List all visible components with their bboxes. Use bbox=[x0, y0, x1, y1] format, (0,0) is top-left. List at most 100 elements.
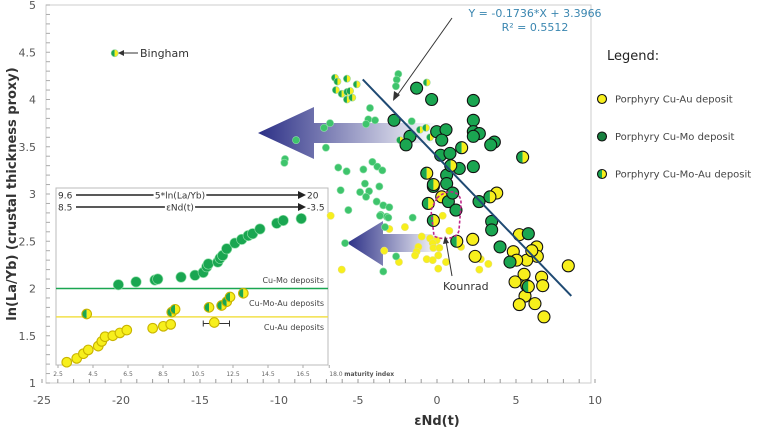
marker-circle bbox=[121, 324, 133, 336]
inset-point-cu-mo bbox=[152, 273, 164, 285]
marker-circle bbox=[449, 203, 463, 217]
kounrad-label: Kounrad bbox=[443, 280, 489, 293]
inset-cu-mo-au-label: Cu-Mo-Au deposits bbox=[249, 299, 324, 308]
data-point-cu-mo bbox=[368, 157, 377, 166]
data-point-cu-mo bbox=[371, 116, 379, 125]
marker-circle bbox=[366, 104, 374, 112]
marker-circle bbox=[379, 267, 388, 276]
marker-half-yellow bbox=[450, 159, 457, 172]
marker-circle bbox=[292, 136, 300, 145]
inset-cu-au-label: Cu-Au deposits bbox=[264, 323, 324, 332]
inset-point-cu-au bbox=[82, 344, 94, 356]
inset-x-tick-label: 4.5 bbox=[88, 371, 98, 378]
marker-outline bbox=[426, 213, 440, 228]
marker-half-green bbox=[332, 86, 336, 94]
marker-circle bbox=[82, 344, 94, 356]
marker-outline bbox=[516, 150, 530, 164]
data-point-cu-mo bbox=[493, 240, 507, 254]
data-point-cu-mo-au bbox=[516, 150, 530, 164]
marker-outline bbox=[348, 93, 357, 102]
data-point-cu-mo bbox=[376, 211, 384, 220]
marker-outline bbox=[455, 141, 469, 155]
data-point-cu-mo bbox=[521, 227, 535, 241]
data-point-cu-au bbox=[561, 259, 575, 273]
data-point-cu-au bbox=[537, 310, 551, 324]
marker-circle bbox=[254, 223, 266, 235]
inset-point-cu-au bbox=[61, 356, 73, 368]
inset-scale-arrowhead bbox=[298, 203, 306, 211]
marker-circle bbox=[384, 213, 393, 222]
data-point-cu-au bbox=[536, 279, 550, 293]
inset-x-tick-label: 16.5 bbox=[296, 371, 310, 378]
marker-circle bbox=[385, 203, 394, 212]
inset-point-cu-au bbox=[208, 317, 220, 328]
data-point-cu-mo bbox=[466, 160, 480, 174]
marker-circle bbox=[152, 273, 164, 285]
marker-half-green bbox=[516, 151, 523, 164]
inset-scale-label: 5*ln(La/Yb) bbox=[155, 192, 205, 202]
data-point-cu-mo bbox=[387, 113, 401, 127]
marker-circle bbox=[410, 81, 424, 95]
data-point-cu-mo-au bbox=[348, 93, 357, 102]
marker-half-green bbox=[338, 90, 342, 98]
x-tick-label: 10 bbox=[588, 394, 602, 407]
data-point-cu-mo-au bbox=[110, 49, 119, 58]
marker-circle bbox=[484, 138, 498, 152]
data-point-cu-au bbox=[435, 243, 444, 252]
marker-circle bbox=[475, 265, 484, 274]
legend-entry-cu-mo-au: Porphyry Cu-Mo-Au deposit bbox=[615, 170, 751, 181]
data-point-cu-mo bbox=[381, 223, 389, 231]
data-point-cu-mo-au bbox=[333, 77, 342, 86]
marker-half-yellow bbox=[426, 167, 433, 180]
y-axis-label: ln(La/Yb) (crustal thickness proxy) bbox=[5, 67, 20, 320]
inset-x-tick-label: 14.5 bbox=[261, 371, 275, 378]
marker-circle bbox=[356, 188, 364, 197]
marker-half-green bbox=[111, 49, 115, 57]
data-point-cu-au bbox=[475, 265, 484, 274]
marker-circle bbox=[425, 92, 439, 107]
data-point-cu-mo bbox=[435, 133, 449, 147]
trend-arrows bbox=[258, 107, 440, 266]
marker-circle bbox=[61, 356, 73, 368]
data-point-cu-mo bbox=[362, 192, 370, 201]
inset-scale-from: 9.6 bbox=[58, 192, 73, 202]
inset-point-cu-mo bbox=[254, 223, 266, 235]
data-point-cu-mo bbox=[466, 113, 480, 127]
marker-outline bbox=[483, 190, 497, 204]
marker-circle bbox=[112, 279, 124, 291]
data-point-cu-mo bbox=[503, 255, 517, 269]
marker-circle bbox=[341, 239, 349, 248]
y-tick-label: 3 bbox=[29, 188, 36, 201]
marker-half-green bbox=[450, 235, 457, 248]
regression-r2: R² = 0.5512 bbox=[502, 21, 569, 34]
x-tick-label: -15 bbox=[191, 394, 209, 407]
marker-half-yellow bbox=[456, 235, 463, 248]
marker-half-green bbox=[416, 126, 420, 134]
data-point-cu-au bbox=[466, 232, 480, 246]
marker-circle bbox=[361, 179, 369, 188]
marker-half-yellow bbox=[425, 124, 430, 132]
marker-circle bbox=[337, 265, 346, 274]
marker-half-green bbox=[331, 74, 335, 82]
data-point-cu-au bbox=[411, 251, 419, 260]
marker-half-green bbox=[343, 75, 347, 83]
marker-half-green bbox=[426, 133, 431, 141]
marker-half-green bbox=[353, 80, 357, 88]
legend-title: Legend: bbox=[607, 49, 659, 64]
data-point-cu-mo-au bbox=[426, 178, 440, 192]
inset-scale-to: 20 bbox=[307, 192, 319, 202]
marker-circle bbox=[521, 227, 535, 241]
data-point-cu-mo bbox=[342, 167, 351, 176]
marker-half-yellow bbox=[426, 78, 431, 87]
marker-half-yellow bbox=[350, 87, 354, 95]
legend-marker bbox=[596, 131, 608, 142]
kounrad-outline bbox=[430, 191, 462, 240]
data-point-cu-mo bbox=[378, 166, 387, 175]
data-point-cu-au bbox=[512, 298, 526, 312]
upper-trend-arrow bbox=[258, 107, 438, 159]
marker-circle bbox=[295, 213, 307, 225]
data-point-cu-mo bbox=[341, 239, 349, 248]
data-point-cu-mo-au bbox=[455, 141, 469, 155]
